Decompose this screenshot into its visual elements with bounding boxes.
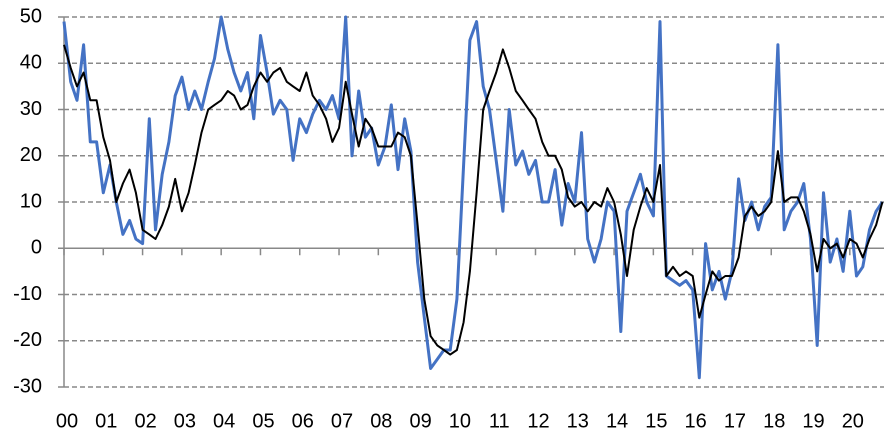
x-tick-label: 08: [370, 410, 392, 432]
y-tick-label: 50: [20, 5, 42, 27]
x-tick-label: 02: [134, 410, 156, 432]
x-tick-label: 01: [95, 410, 117, 432]
x-tick-label: 14: [606, 410, 628, 432]
y-tick-label: -30: [13, 375, 42, 397]
y-tick-label: 30: [20, 98, 42, 120]
x-tick-label: 09: [409, 410, 431, 432]
y-tick-label: 20: [20, 144, 42, 166]
x-tick-label: 06: [292, 410, 314, 432]
x-tick-label: 13: [567, 410, 589, 432]
x-tick-label: 11: [489, 410, 510, 432]
x-tick-label: 05: [252, 410, 274, 432]
x-tick-label: 10: [449, 410, 471, 432]
data-line: [63, 44, 884, 356]
x-tick-label: 00: [56, 410, 78, 432]
x-tick-label: 16: [685, 410, 707, 432]
x-tick-label: 07: [331, 410, 353, 432]
y-tick-label: -20: [13, 329, 42, 351]
y-tick-label: 40: [20, 52, 42, 74]
x-tick-label: 17: [724, 410, 746, 432]
x-tick-label: 18: [763, 410, 785, 432]
y-tick-label: -10: [13, 283, 42, 305]
x-tick-label: 04: [213, 410, 235, 432]
y-tick-label: 10: [20, 190, 42, 212]
x-tick-label: 19: [802, 410, 824, 432]
data-line: [62, 15, 884, 380]
x-tick-label: 12: [527, 410, 549, 432]
x-tick-label: 15: [645, 410, 667, 432]
x-tick-label: 20: [842, 410, 864, 432]
x-tick-label: 03: [174, 410, 196, 432]
y-tick-label: 0: [31, 237, 42, 259]
